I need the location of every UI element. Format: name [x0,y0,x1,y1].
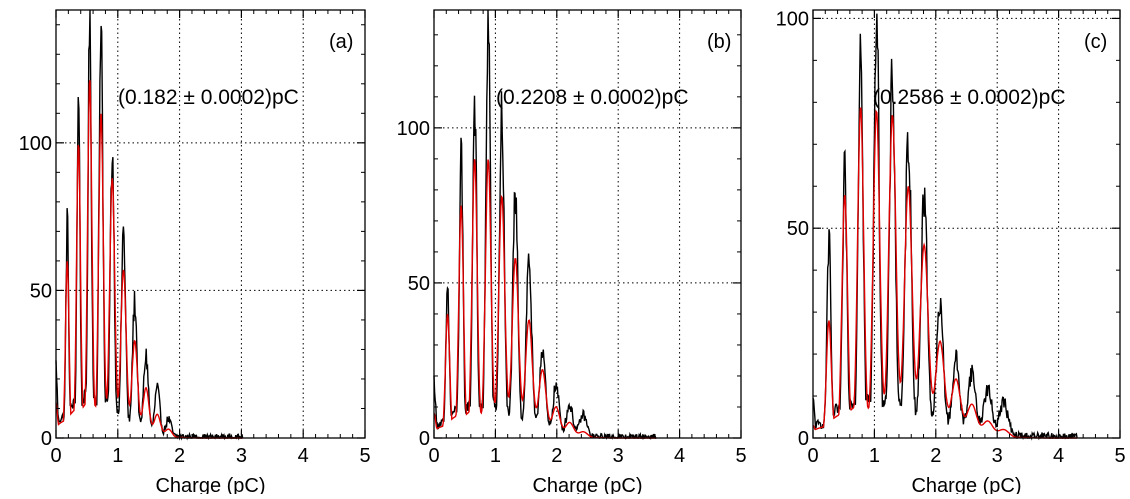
panel-label: (c) [1084,31,1107,53]
x-tick-label: 0 [428,445,439,467]
x-tick-label: 3 [613,445,624,467]
gain-annotation: (0.182 ± 0.0002)pC [118,86,299,109]
x-tick-label: 0 [807,445,818,467]
x-tick-label: 2 [174,445,185,467]
plot-frame [55,9,366,439]
x-axis-label: Charge (pC) [911,475,1021,494]
x-tick-label: 5 [359,445,370,467]
y-tick-label: 100 [19,133,52,155]
fit-curve-line [55,80,243,439]
y-tick-label: 0 [41,428,52,450]
grid-lines [56,10,365,438]
fit-curve-line [812,107,1077,439]
fit-curve-line [433,159,657,439]
x-tick-label: 5 [735,445,746,467]
data-histogram-line [55,9,244,441]
y-tick-label: 50 [30,280,52,302]
data-histogram-line [433,9,657,441]
x-axis-label: Charge (pC) [532,475,642,494]
data-histogram-line [812,13,1078,441]
y-tick-label: 0 [798,428,809,450]
gain-annotation: (0.2208 ± 0.0002)pC [496,86,689,109]
x-tick-label: 2 [551,445,562,467]
x-tick-label: 1 [112,445,123,467]
x-tick-label: 5 [1114,445,1125,467]
grid-lines [434,10,741,438]
x-tick-label: 3 [236,445,247,467]
x-tick-label: 4 [674,445,685,467]
x-tick-label: 3 [992,445,1003,467]
x-tick-label: 4 [298,445,309,467]
y-tick-label: 100 [397,118,430,140]
x-axis-label: Charge (pC) [155,475,265,494]
y-tick-label: 50 [787,218,809,240]
y-tick-label: 100 [776,8,809,30]
x-tick-label: 4 [1053,445,1064,467]
panel-label: (a) [329,31,353,53]
y-tick-label: 0 [419,428,430,450]
plot-frame [433,9,742,439]
x-tick-label: 1 [490,445,501,467]
gain-annotation: (0.2586 ± 0.0002)pC [873,86,1066,109]
x-tick-label: 2 [930,445,941,467]
panel-label: (b) [707,31,731,53]
x-tick-label: 0 [50,445,61,467]
plot-frame [812,9,1121,439]
y-tick-label: 50 [408,273,430,295]
x-tick-label: 1 [869,445,880,467]
